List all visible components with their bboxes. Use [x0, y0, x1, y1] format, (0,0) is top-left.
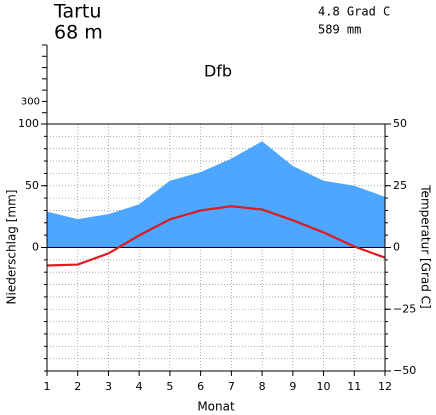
y-tick-label: 0: [32, 241, 39, 254]
x-tick-label: 12: [378, 380, 392, 393]
x-tick-label: 2: [74, 380, 81, 393]
x-tick-label: 5: [166, 380, 173, 393]
y2-tick-label: −25: [393, 302, 416, 315]
x-tick-label: 6: [197, 380, 204, 393]
x-tick-label: 3: [105, 380, 112, 393]
mean-temperature: 4.8 Grad C: [318, 5, 390, 19]
y2-tick-label: 25: [393, 179, 407, 192]
y2-tick-label: 50: [393, 117, 407, 130]
climate-class: Dfb: [204, 62, 232, 81]
temperature-line: [46, 205, 386, 267]
annual-precipitation: 589 mm: [318, 23, 361, 37]
station-elevation: 68 m: [54, 22, 103, 44]
y2-tick-label: −50: [393, 364, 416, 377]
y-tick-label: 50: [25, 179, 39, 192]
x-tick-label: 11: [347, 380, 361, 393]
x-axis-label: Monat: [197, 400, 235, 414]
y2-tick-label: 0: [393, 241, 400, 254]
x-tick-label: 7: [228, 380, 235, 393]
station-name: Tartu: [53, 1, 101, 23]
y2-axis-label: Temperatur [Grad C]: [419, 184, 433, 308]
upper-tick-label: 300: [21, 96, 40, 107]
x-tick-label: 1: [44, 380, 51, 393]
x-tick-label: 10: [317, 380, 331, 393]
precipitation-area: [47, 141, 385, 248]
y-axis-label: Niederschlag [mm]: [5, 190, 19, 305]
x-tick-label: 9: [289, 380, 296, 393]
x-tick-label: 8: [259, 380, 266, 393]
y-tick-label: 100: [18, 117, 39, 130]
x-tick-label: 4: [136, 380, 143, 393]
